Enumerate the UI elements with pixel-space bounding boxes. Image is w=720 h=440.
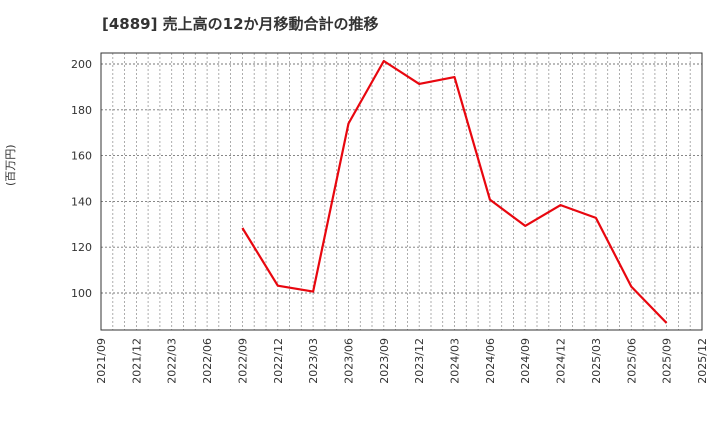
y-tick-label: 140 bbox=[71, 195, 92, 208]
y-tick-label: 160 bbox=[71, 150, 92, 163]
sales-line bbox=[241, 59, 668, 324]
chart-title: [4889] 売上高の12か月移動合計の推移 bbox=[102, 15, 379, 33]
y-axis-ticks: 100 120 140 160 180 200 bbox=[71, 58, 92, 300]
x-tick-label: 2023/09 bbox=[378, 338, 391, 384]
x-axis-ticks: 2021/09 2021/12 2022/03 2022/06 2022/09 2022/… bbox=[95, 338, 709, 384]
x-tick-label: 2024/06 bbox=[484, 338, 497, 384]
x-tick-label: 2021/09 bbox=[95, 338, 108, 384]
x-tick-label: 2023/12 bbox=[413, 338, 426, 384]
x-tick-label: 2025/12 bbox=[696, 338, 709, 384]
y-tick-label: 200 bbox=[71, 58, 92, 71]
x-tick-label: 2024/03 bbox=[449, 338, 462, 384]
y-tick-label: 120 bbox=[71, 241, 92, 254]
x-tick-label: 2022/12 bbox=[272, 338, 285, 384]
x-tick-label: 2022/03 bbox=[166, 338, 179, 384]
x-tick-label: 2025/06 bbox=[625, 338, 638, 384]
plot-frame bbox=[100, 52, 703, 331]
y-tick-label: 180 bbox=[71, 104, 92, 117]
x-tick-label: 2025/03 bbox=[590, 338, 603, 384]
x-tick-label: 2024/12 bbox=[555, 338, 568, 384]
x-tick-label: 2022/06 bbox=[201, 338, 214, 384]
y-tick-label: 100 bbox=[71, 287, 92, 300]
x-tick-label: 2025/09 bbox=[661, 338, 674, 384]
x-tick-label: 2023/03 bbox=[307, 338, 320, 384]
x-tick-label: 2022/09 bbox=[236, 338, 249, 384]
grid-lines bbox=[101, 53, 702, 330]
x-tick-label: 2021/12 bbox=[130, 338, 143, 384]
x-tick-label: 2024/09 bbox=[519, 338, 532, 384]
x-tick-label: 2023/06 bbox=[343, 338, 356, 384]
